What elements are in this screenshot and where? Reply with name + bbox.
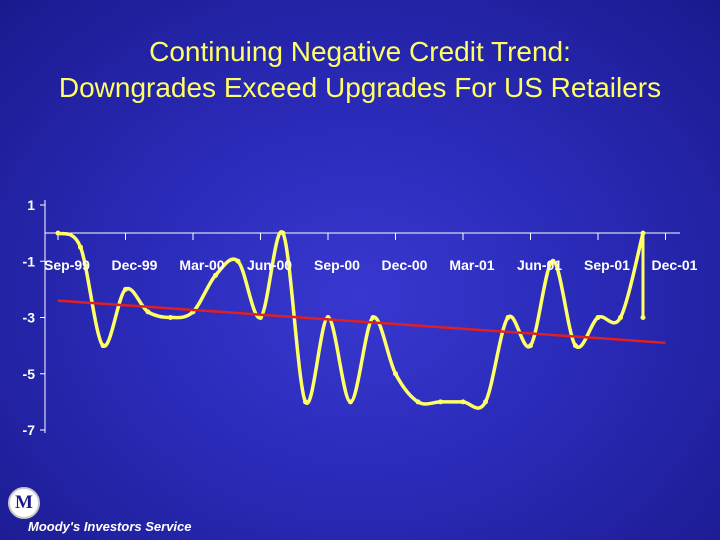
data-point (145, 309, 151, 315)
moodys-logo: M (8, 487, 40, 519)
chart-labels: 1 -1 -3 -5 -7 Sep-99 Dec-99 Mar-00 Jun-00 Sep-00 D… (23, 197, 698, 438)
data-point (55, 230, 61, 236)
x-tick-label: Jun-01 (517, 257, 562, 273)
x-tick-label: Dec-99 (112, 257, 158, 273)
y-tick-label: -3 (23, 310, 36, 326)
data-point (460, 399, 466, 405)
y-tick-label: 1 (27, 197, 35, 213)
data-point (123, 286, 128, 292)
data-point (235, 258, 241, 264)
data-point (415, 399, 421, 405)
y-tick-label: -5 (23, 366, 36, 382)
data-point (550, 258, 556, 264)
chart-title-line-2: Downgrades Exceed Upgrades For US Retail… (58, 72, 662, 103)
data-point (438, 399, 443, 405)
x-tick-label: Mar-00 (179, 257, 224, 273)
data-point (505, 315, 511, 320)
data-point (573, 343, 578, 349)
data-point (280, 230, 286, 236)
chart-title-line-1: Continuing Negative Credit Trend: (149, 36, 571, 67)
data-point (393, 371, 398, 377)
data-point (168, 315, 173, 320)
data-point (595, 315, 601, 320)
chart-series (55, 230, 666, 410)
x-tick-label: Sep-01 (584, 257, 630, 273)
x-tick-label: Jun-00 (247, 257, 292, 273)
data-point (618, 315, 623, 320)
series-line (57, 230, 645, 410)
chart-axes (40, 200, 680, 433)
data-point (640, 230, 646, 236)
x-tick-label: Sep-99 (44, 257, 90, 273)
trend-line (57, 299, 666, 345)
y-tick-label: -7 (23, 422, 36, 438)
y-tick-label: -1 (23, 253, 36, 269)
data-point (348, 399, 353, 405)
chart-title: Continuing Negative Credit Trend: Downgr… (0, 34, 720, 106)
data-point (258, 315, 263, 320)
data-point (640, 315, 646, 320)
data-point (213, 272, 218, 278)
data-point (528, 343, 533, 349)
data-point (100, 343, 106, 349)
x-tick-label: Dec-00 (382, 257, 428, 273)
data-point (78, 244, 83, 250)
x-tick-label: Dec-01 (652, 257, 698, 273)
x-tick-label: Mar-01 (449, 257, 494, 273)
data-point (303, 399, 308, 405)
x-tick-label: Sep-00 (314, 257, 360, 273)
data-point (483, 399, 488, 405)
moodys-logo-letter: M (15, 492, 33, 513)
brand-name: Moody's Investors Service (28, 519, 192, 534)
data-point (370, 315, 376, 320)
